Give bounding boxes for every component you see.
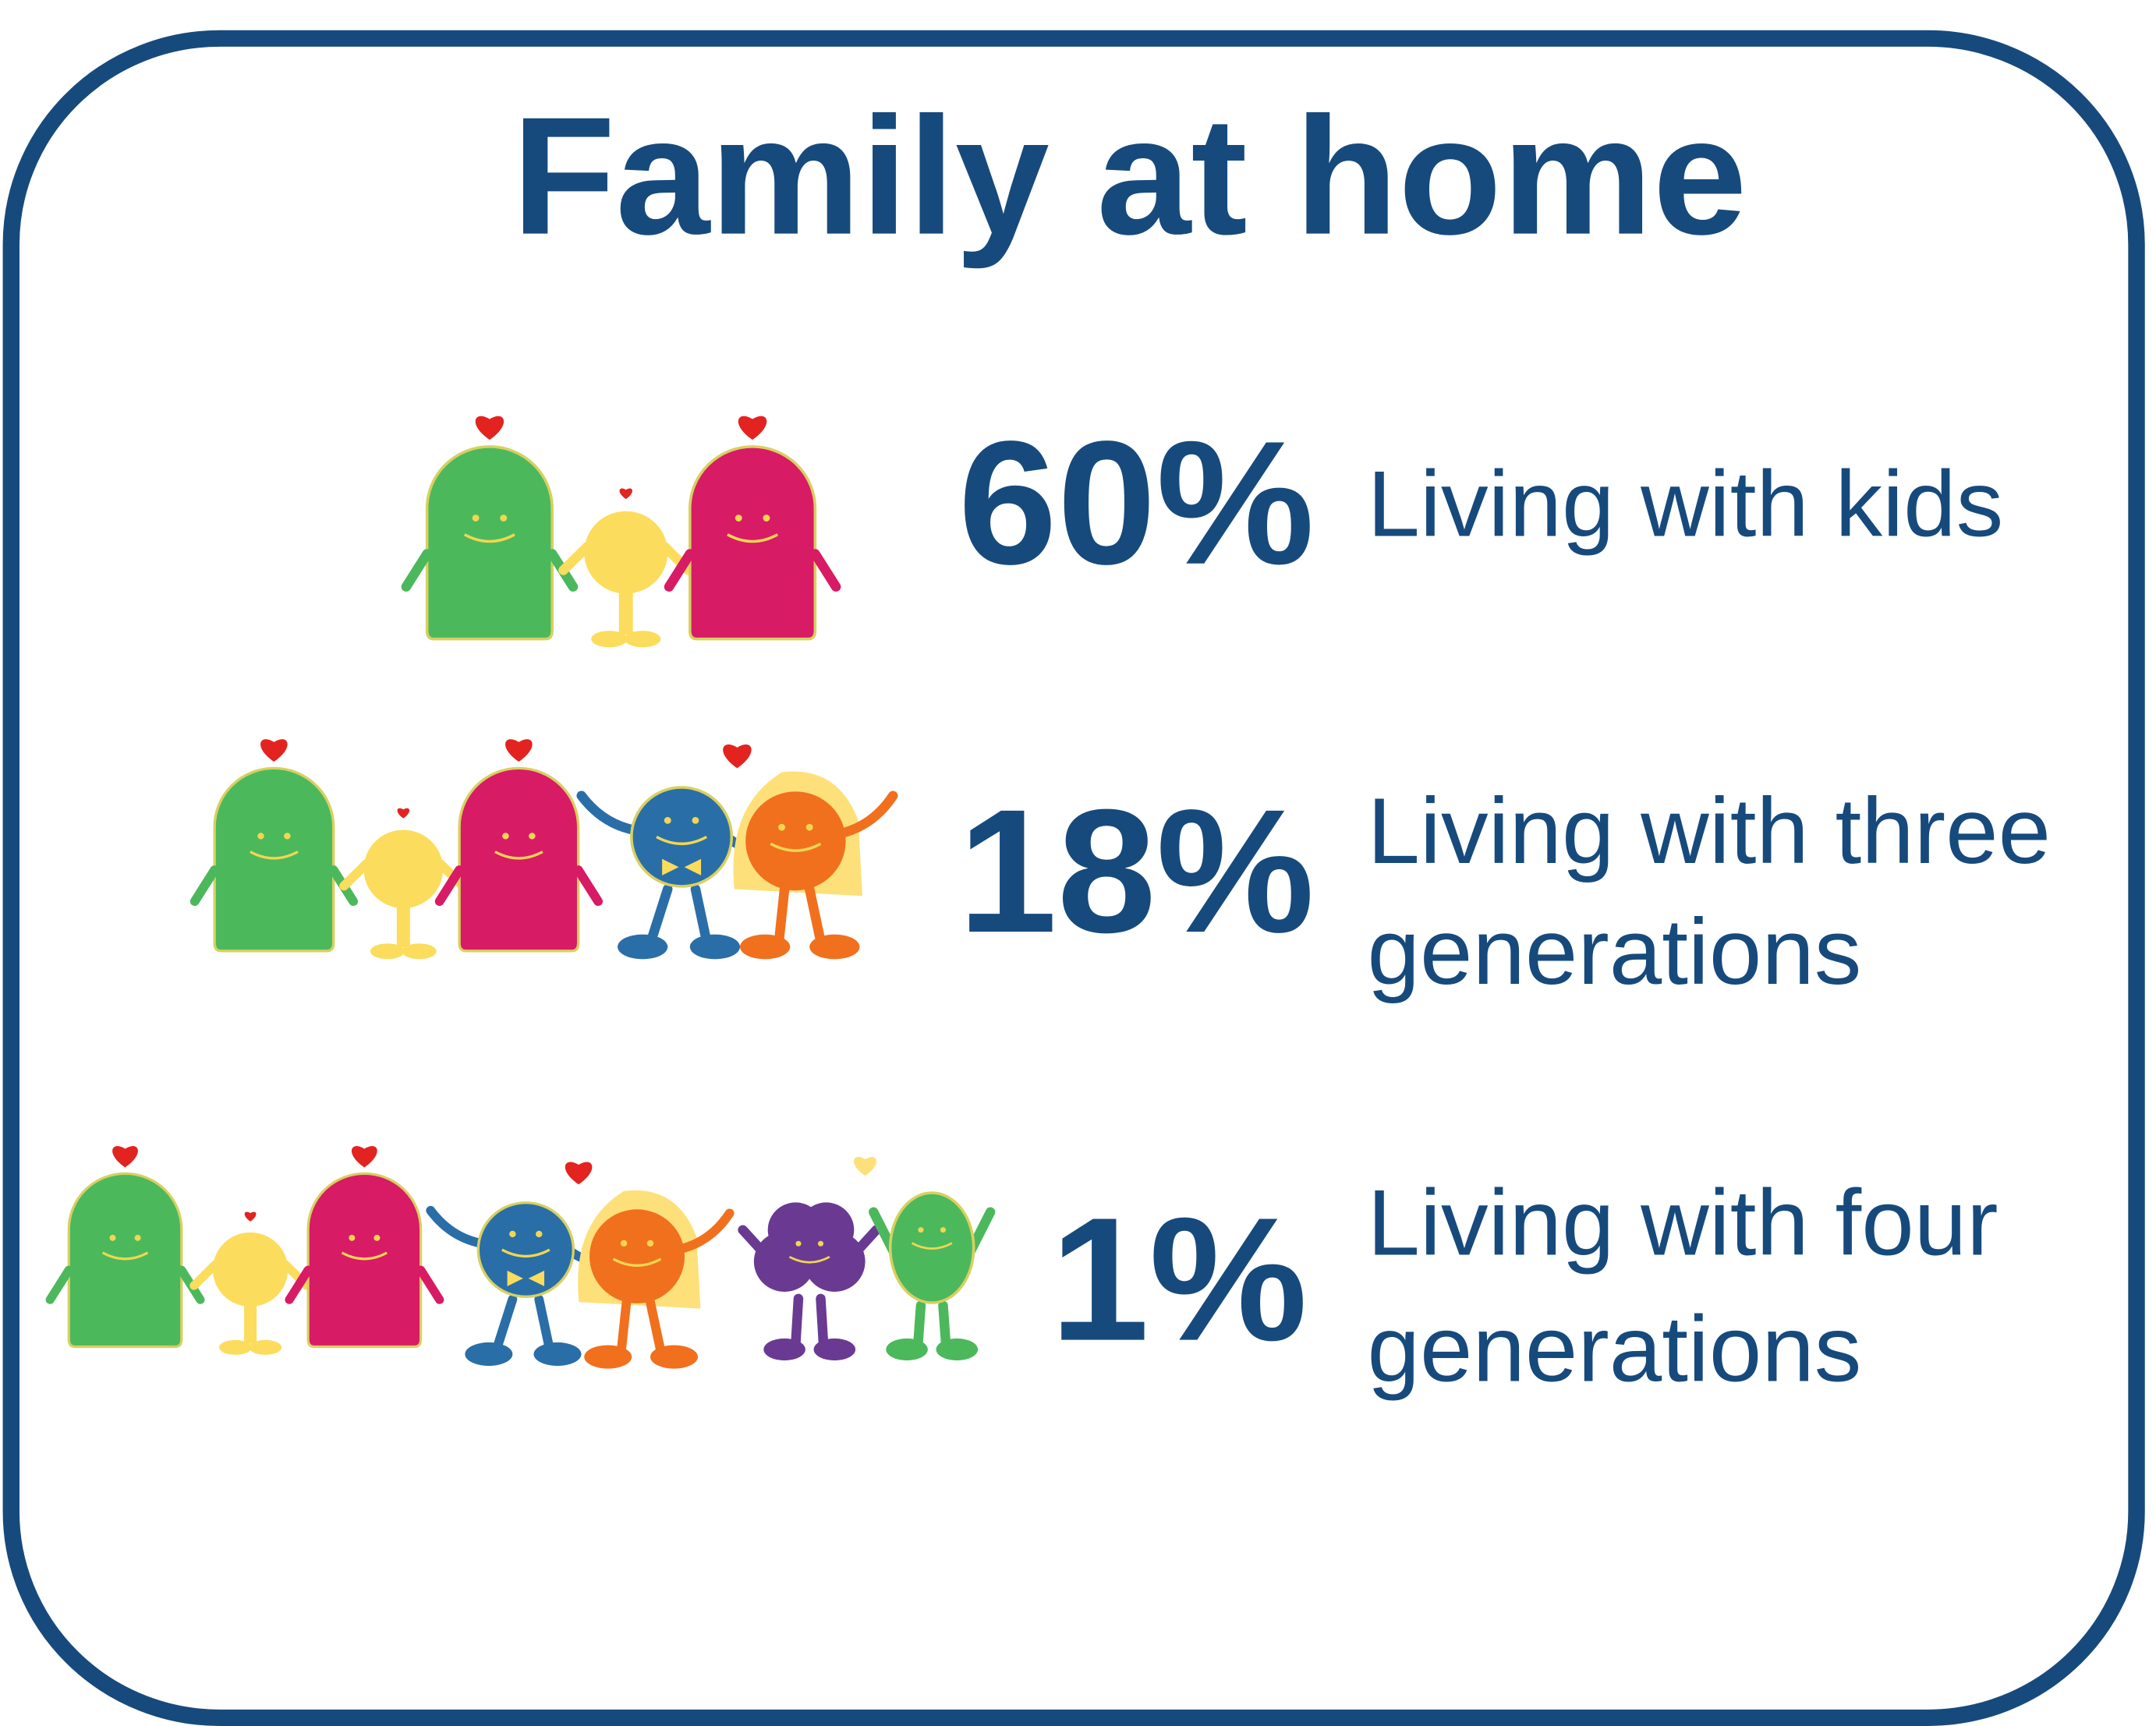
title: Family at home bbox=[512, 82, 1747, 270]
percentage: 18% bbox=[958, 773, 1315, 969]
label: generations bbox=[1368, 1296, 1862, 1401]
label: Living with three bbox=[1368, 779, 2051, 883]
label: Living with four bbox=[1368, 1170, 1998, 1275]
percentage: 1% bbox=[1050, 1182, 1308, 1378]
percentage: 60% bbox=[958, 405, 1315, 601]
label: generations bbox=[1368, 900, 1862, 1004]
label: Living with kids bbox=[1368, 451, 2004, 556]
